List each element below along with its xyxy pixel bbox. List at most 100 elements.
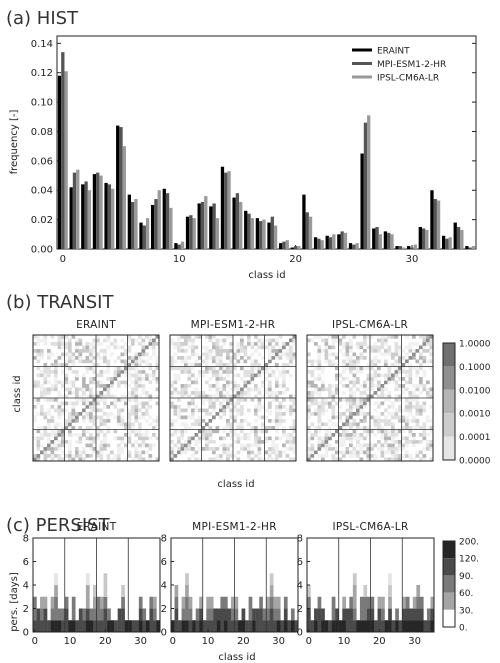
hist-bar xyxy=(180,241,185,249)
transit-cell xyxy=(208,352,213,357)
transit-cell xyxy=(54,377,58,381)
transit-cell xyxy=(257,457,262,462)
transit-cell xyxy=(363,380,367,385)
transit-cell xyxy=(292,450,297,455)
transit-cell xyxy=(324,454,329,458)
transit-cell xyxy=(275,363,279,367)
transit-cell xyxy=(194,377,199,381)
transit-cell xyxy=(222,398,227,402)
transit-cell xyxy=(233,356,237,360)
transit-cell xyxy=(141,352,146,357)
transit-cell xyxy=(89,366,93,371)
transit-cell xyxy=(268,401,272,406)
persist-cell xyxy=(370,620,375,633)
transit-cell xyxy=(412,426,416,430)
transit-cell xyxy=(85,443,90,448)
transit-cell xyxy=(68,387,72,392)
transit-cell xyxy=(415,426,420,430)
transit-cell xyxy=(349,412,353,416)
transit-cell xyxy=(205,412,209,416)
persist-cell xyxy=(174,620,179,633)
transit-cell xyxy=(243,391,248,395)
transit-cell xyxy=(419,440,423,444)
persist-cell xyxy=(349,596,354,609)
transit-cell xyxy=(110,412,114,416)
transit-cell xyxy=(78,412,83,416)
transit-cell xyxy=(92,398,97,402)
transit-cell xyxy=(370,457,374,462)
transit-cell xyxy=(36,429,41,434)
transit-cell xyxy=(205,345,209,350)
transit-cell xyxy=(275,422,279,427)
transit-cell xyxy=(64,335,69,339)
transit-cell xyxy=(314,429,318,434)
transit-cell xyxy=(426,342,430,346)
transit-cell xyxy=(184,366,188,371)
transit-cell xyxy=(240,443,244,448)
persist-cell xyxy=(307,585,311,597)
transit-cell xyxy=(141,342,146,346)
transit-cell xyxy=(243,419,248,423)
transit-cell xyxy=(226,419,230,423)
transit-cell xyxy=(405,419,409,423)
transit-cell xyxy=(117,454,121,458)
transit-cell xyxy=(268,359,272,364)
transit-cell xyxy=(180,450,185,455)
transit-cell xyxy=(275,415,279,420)
hist-bar xyxy=(232,197,236,249)
transit-cell xyxy=(387,398,392,402)
transit-frame xyxy=(169,334,297,462)
transit-cell xyxy=(226,398,230,402)
transit-cell xyxy=(36,380,41,385)
hist-bar xyxy=(468,247,472,249)
transit-cell xyxy=(328,394,332,399)
transit-cell xyxy=(50,443,55,448)
transit-cell xyxy=(219,436,223,441)
transit-cell xyxy=(68,426,72,430)
transit-cell xyxy=(201,373,206,378)
transit-cell xyxy=(134,457,139,462)
persist-cell xyxy=(138,620,143,633)
transit-cell xyxy=(429,391,434,395)
hist-bar xyxy=(197,203,201,249)
transit-cell xyxy=(75,356,79,360)
transit-cell xyxy=(233,433,237,437)
transit-cell xyxy=(43,433,48,437)
transit-cell xyxy=(187,377,192,381)
transit-cell xyxy=(145,377,149,381)
transit-cell xyxy=(345,359,350,364)
hist-bar xyxy=(116,125,120,249)
transit-cell xyxy=(408,454,413,458)
transit-cell xyxy=(148,342,153,346)
transit-cell xyxy=(177,373,181,378)
transit-cell xyxy=(415,401,420,406)
transit-cell xyxy=(134,391,139,395)
transit-cell xyxy=(201,433,206,437)
transit-cell xyxy=(75,342,79,346)
transit-cell xyxy=(314,342,318,346)
transit-cell xyxy=(366,433,371,437)
transit-cell xyxy=(292,394,297,399)
transit-cell xyxy=(335,401,339,406)
transit-cell xyxy=(282,398,286,402)
transit-cell xyxy=(205,352,209,357)
transit-cell xyxy=(198,429,202,434)
transit-cell xyxy=(314,398,318,402)
persist-cell xyxy=(363,585,368,597)
hist-bar xyxy=(244,210,248,249)
transit-cell xyxy=(64,454,69,458)
persist-cell xyxy=(61,620,65,633)
transit-cell xyxy=(138,426,142,430)
transit-cell xyxy=(356,377,360,381)
transit-cell xyxy=(321,412,325,416)
persist-y-tick-label: 2 xyxy=(161,604,167,615)
transit-cell xyxy=(187,335,192,339)
transit-cell xyxy=(124,363,128,367)
transit-cell xyxy=(401,436,406,441)
transit-cell xyxy=(205,433,209,437)
transit-cell xyxy=(314,433,318,437)
transit-cell xyxy=(349,401,353,406)
transit-cell xyxy=(349,387,353,392)
transit-cell xyxy=(222,443,227,448)
transit-cell xyxy=(356,412,360,416)
